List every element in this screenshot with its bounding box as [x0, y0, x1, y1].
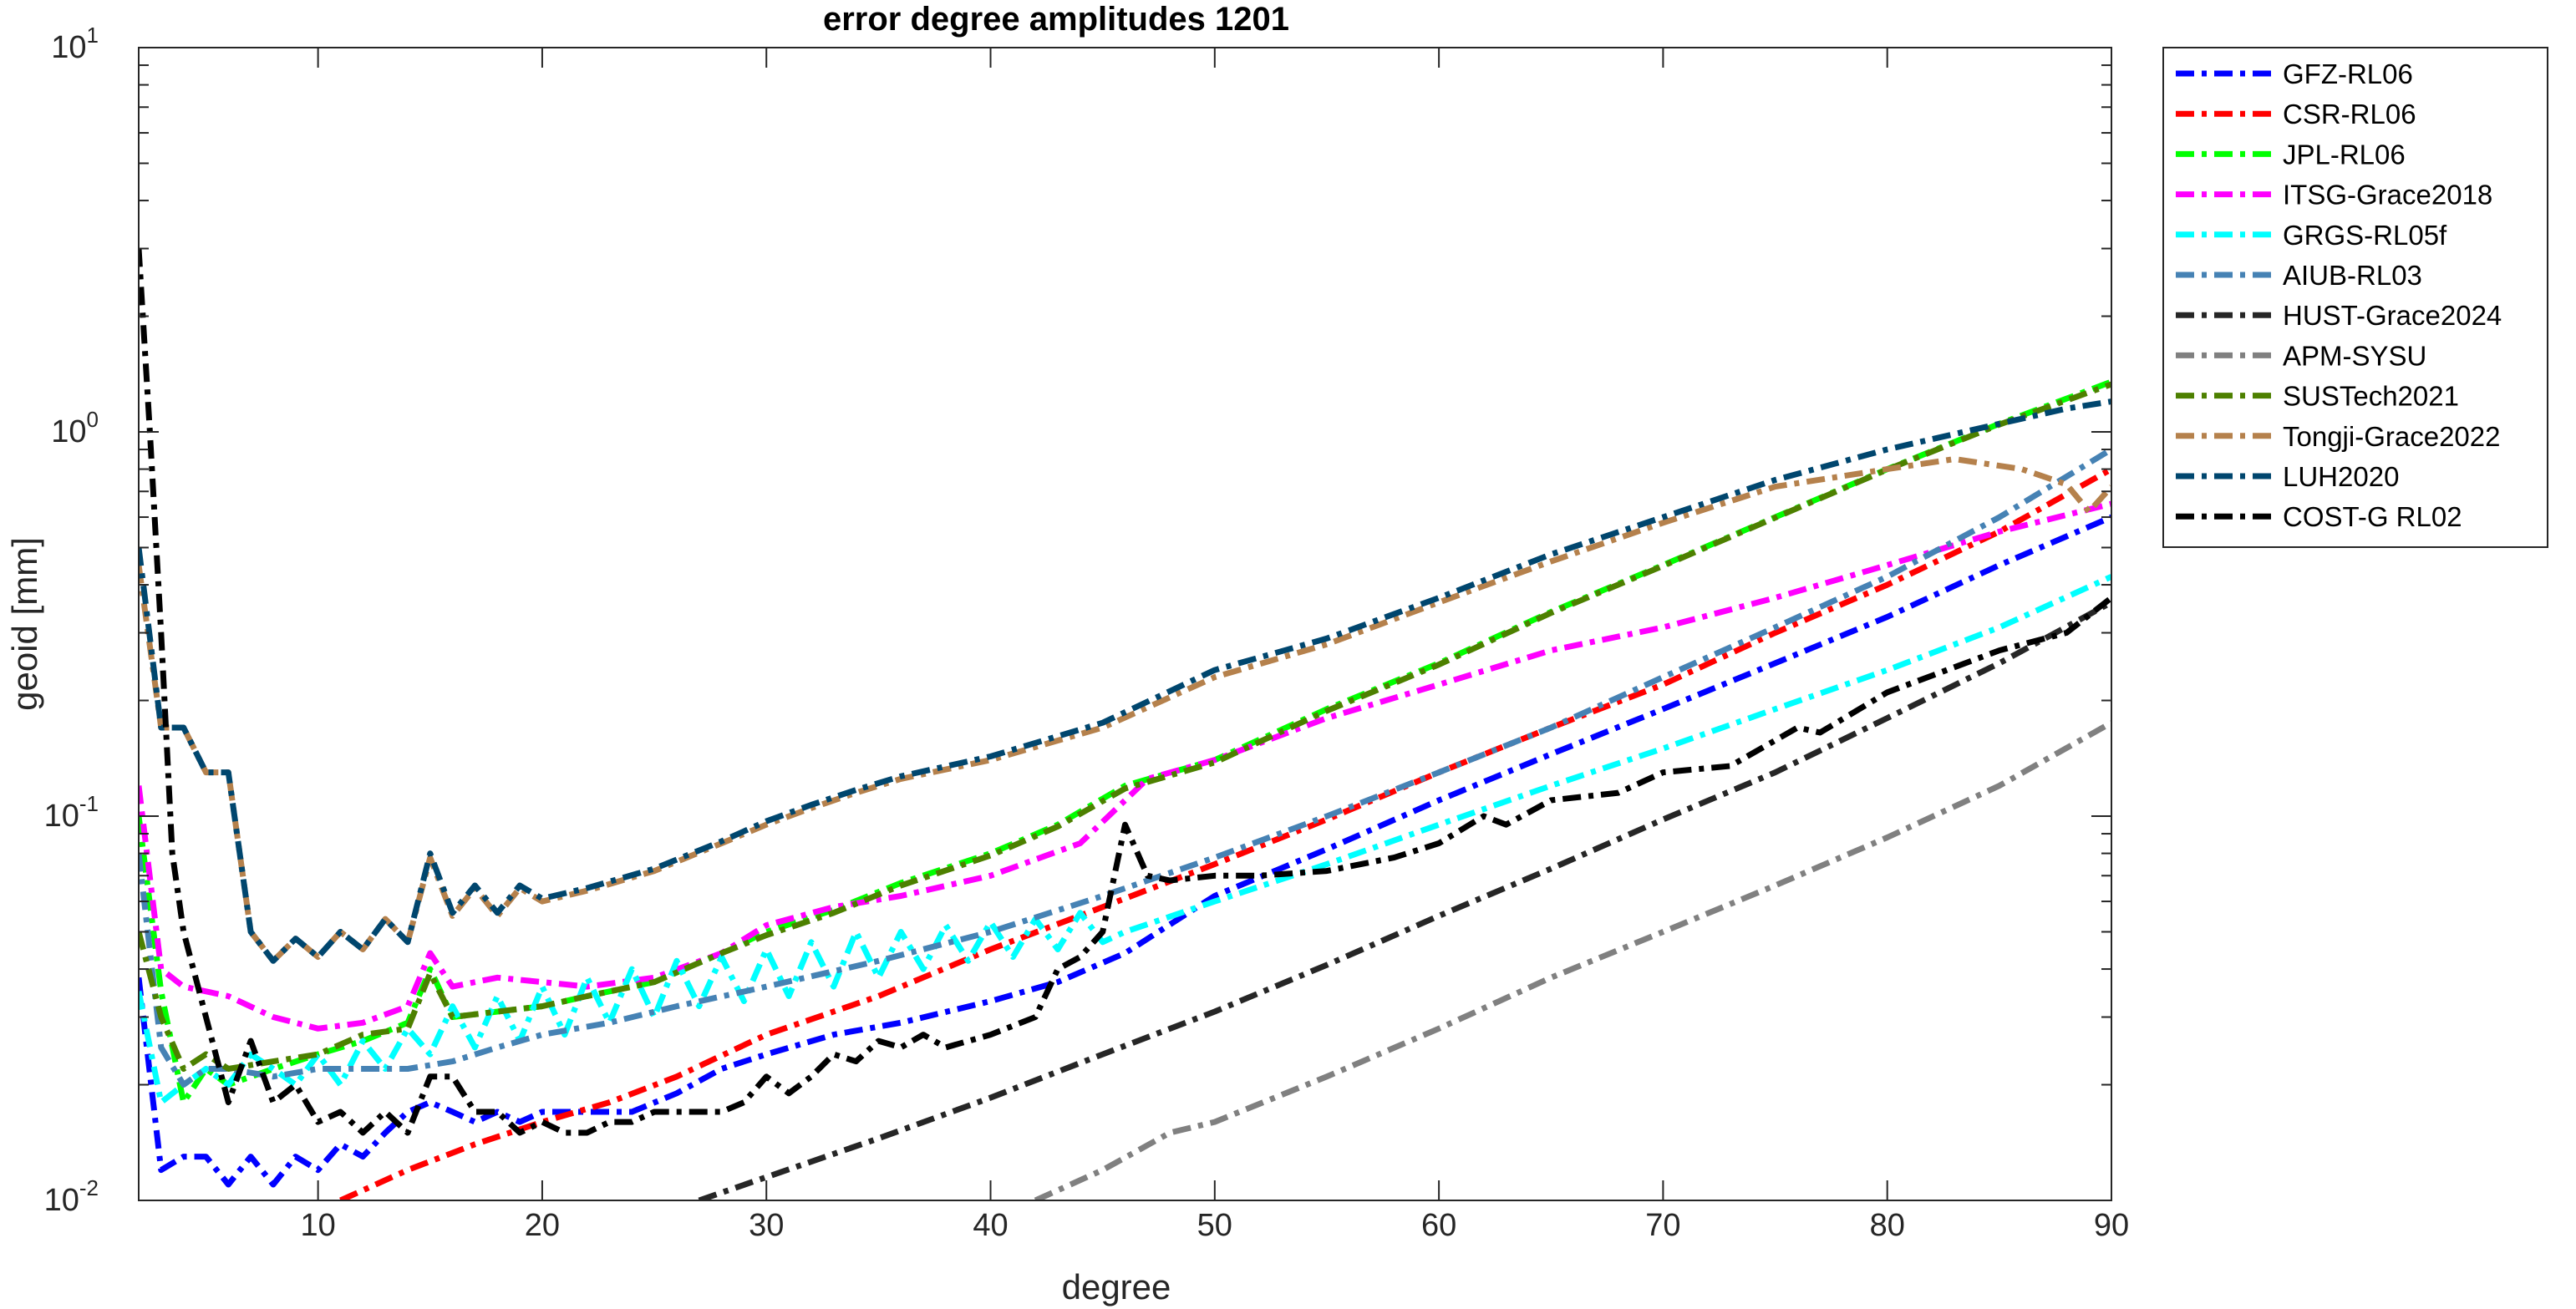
legend-label: ITSG-Grace2018 — [2283, 180, 2492, 211]
x-tick-label: 40 — [973, 1208, 1008, 1243]
series-line-cost-g-rl02 — [139, 248, 2111, 1136]
x-axis-title: degree — [1062, 1267, 1171, 1306]
legend-label: SUSTech2021 — [2283, 381, 2459, 412]
series-line-gfz-rl06 — [139, 514, 2111, 1188]
legend-label: LUH2020 — [2283, 461, 2399, 492]
legend-label: Tongji-Grace2022 — [2283, 421, 2501, 452]
x-tick-label: 50 — [1197, 1208, 1232, 1243]
series-layer — [139, 248, 2111, 1200]
series-line-hust-grace2024 — [698, 600, 2111, 1200]
x-tick-label: 10 — [300, 1208, 335, 1243]
series-line-itsg-grace2018 — [139, 500, 2111, 1032]
series-line-aiub-rl03 — [139, 447, 2111, 1088]
x-tick-label: 90 — [2094, 1208, 2129, 1243]
x-tick-label: 60 — [1421, 1208, 1456, 1243]
x-tick-label: 30 — [749, 1208, 784, 1243]
x-tick-label: 20 — [525, 1208, 560, 1243]
y-axis-title: geoid [mm] — [5, 537, 44, 711]
axis-layer: 10 20 30 40 50 60 70 80 90 10-2 10-1 100 101 — [44, 23, 2130, 1243]
legend-label: GRGS-RL05f — [2283, 220, 2447, 251]
plot-frame — [138, 47, 2112, 1201]
legend-box — [2162, 47, 2548, 548]
legend-label: JPL-RL06 — [2283, 139, 2406, 170]
series-line-csr-rl06 — [339, 466, 2111, 1200]
y-tick-label: 100 — [51, 407, 99, 449]
y-tick-label: 101 — [51, 23, 99, 65]
series-line-luh2020 — [139, 398, 2111, 964]
series-line-apm-sysu — [1034, 720, 2111, 1200]
y-tick-label: 10-1 — [44, 791, 99, 834]
x-tick-label: 80 — [1870, 1208, 1905, 1243]
legend-label: GFZ-RL06 — [2283, 58, 2413, 89]
chart-title: error degree amplitudes 1201 — [823, 1, 1289, 38]
legend-label: COST-G RL02 — [2283, 501, 2462, 532]
legend-label: CSR-RL06 — [2283, 99, 2416, 129]
x-tick-label: 70 — [1645, 1208, 1680, 1243]
legend: GFZ-RL06 CSR-RL06 JPL-RL06 ITSG-Grace2018 GR… — [2162, 47, 2548, 548]
series-line-sustech2021 — [139, 381, 2111, 1072]
legend-label: AIUB-RL03 — [2283, 260, 2422, 291]
y-tick-label: 10-2 — [44, 1175, 99, 1218]
legend-label: HUST-Grace2024 — [2283, 300, 2502, 331]
series-line-grgs-rl05f — [139, 574, 2111, 1106]
legend-label: APM-SYSU — [2283, 340, 2426, 371]
